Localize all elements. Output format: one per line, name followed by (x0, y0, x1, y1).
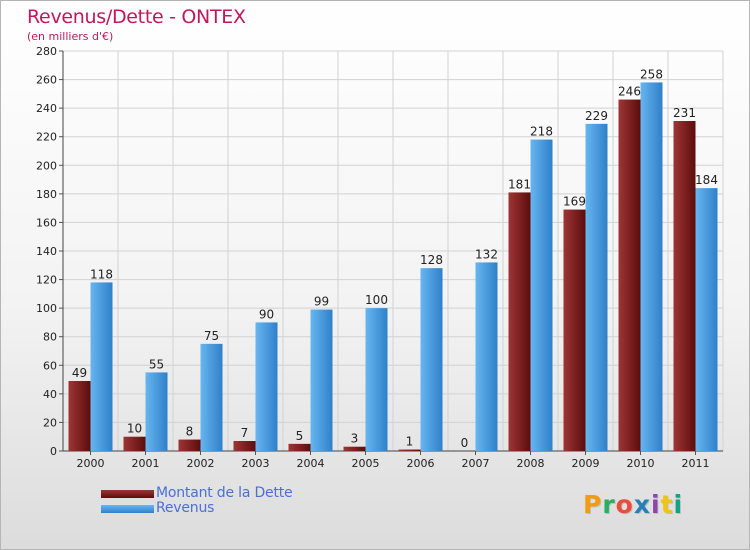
logo-letter: r (602, 490, 616, 519)
y-tick-label: 40 (43, 388, 57, 401)
bar-dette-2010 (618, 99, 641, 452)
data-label: 90 (259, 307, 274, 321)
y-tick-label: 100 (36, 302, 57, 315)
legend-label-revenus: Revenus (156, 500, 215, 516)
labels: 2000491182001105520028752003790200459920… (72, 67, 718, 470)
bar-revenus-2001 (145, 372, 168, 451)
logo-letter: x (633, 490, 651, 519)
legend-label-dette: Montant de la Dette (156, 485, 293, 501)
bar-revenus-2000 (90, 282, 113, 451)
logo-letter: P (583, 490, 603, 519)
data-label: 181 (508, 177, 531, 191)
y-tick-label: 280 (36, 45, 57, 58)
logo-letter: t (660, 490, 674, 519)
legend-swatch-revenus (101, 505, 154, 513)
data-label: 258 (640, 67, 663, 81)
logo-letter: i (651, 490, 661, 519)
x-tick-label: 2006 (407, 457, 435, 470)
y-tick-label: 0 (50, 445, 57, 458)
bar-revenus-2003 (255, 322, 278, 451)
data-label: 3 (351, 432, 359, 446)
bar-chart: 020406080100120140160180200220240260280 … (36, 45, 724, 470)
bar-revenus-2011 (695, 188, 718, 451)
x-tick-label: 2002 (187, 457, 215, 470)
data-label: 169 (563, 195, 586, 209)
data-label: 231 (673, 106, 696, 120)
grid-lines (62, 50, 724, 452)
legend-swatch-dette (101, 490, 154, 498)
y-tick-label: 160 (36, 216, 57, 229)
x-tick-label: 2004 (297, 457, 325, 470)
bars (68, 82, 718, 452)
data-label: 184 (695, 173, 718, 187)
bar-dette-2004 (288, 443, 311, 451)
data-label: 49 (72, 366, 87, 380)
y-tick-label: 20 (43, 416, 57, 429)
y-tick-label: 180 (36, 188, 57, 201)
chart-title: Revenus/Dette - ONTEX (27, 6, 246, 28)
x-tick-label: 2011 (682, 457, 710, 470)
bar-dette-2002 (178, 439, 201, 451)
bar-revenus-2004 (310, 309, 333, 451)
bar-dette-2000 (68, 381, 91, 451)
data-label: 5 (296, 429, 304, 443)
x-tick-label: 2007 (462, 457, 490, 470)
data-label: 1 (406, 435, 414, 449)
data-label: 99 (314, 295, 329, 309)
data-label: 218 (530, 125, 553, 139)
data-label: 0 (461, 436, 469, 450)
data-label: 229 (585, 109, 608, 123)
bar-revenus-2005 (365, 308, 388, 451)
x-tick-label: 2003 (242, 457, 270, 470)
data-label: 100 (365, 293, 388, 307)
data-label: 132 (475, 247, 498, 261)
logo-letter: o (615, 490, 634, 519)
y-tick-label: 140 (36, 245, 57, 258)
bar-revenus-2006 (420, 268, 443, 451)
bar-dette-2005 (343, 446, 366, 451)
bar-dette-2001 (123, 436, 146, 451)
bar-dette-2006 (398, 449, 421, 451)
data-label: 7 (241, 426, 249, 440)
data-label: 128 (420, 253, 443, 267)
data-label: 8 (186, 425, 194, 439)
chart-subtitle: (en milliers d'€) (27, 30, 114, 43)
data-label: 10 (127, 422, 142, 436)
bar-revenus-2008 (530, 139, 553, 452)
y-tick-label: 60 (43, 359, 57, 372)
y-tick-label: 200 (36, 159, 57, 172)
bar-revenus-2010 (640, 82, 663, 451)
y-tick-label: 240 (36, 102, 57, 115)
y-tick-label: 220 (36, 131, 57, 144)
bar-dette-2008 (508, 192, 531, 451)
data-label: 75 (204, 329, 219, 343)
bar-revenus-2002 (200, 343, 223, 451)
y-tick-label: 80 (43, 331, 57, 344)
x-tick-label: 2000 (77, 457, 105, 470)
data-label: 246 (618, 85, 641, 99)
bar-dette-2011 (673, 121, 696, 451)
data-label: 118 (90, 267, 113, 281)
x-tick-label: 2008 (517, 457, 545, 470)
x-tick-label: 2001 (132, 457, 160, 470)
bar-revenus-2009 (585, 123, 608, 451)
data-label: 55 (149, 357, 164, 371)
x-tick-label: 2009 (572, 457, 600, 470)
x-tick-label: 2005 (352, 457, 380, 470)
bar-dette-2009 (563, 209, 586, 451)
y-tick-label: 260 (36, 74, 57, 87)
bar-dette-2003 (233, 441, 256, 451)
logo-letter: i (673, 490, 684, 519)
proxiti-logo: Proxiti (583, 490, 683, 519)
bar-revenus-2007 (475, 262, 498, 451)
x-tick-label: 2010 (627, 457, 655, 470)
y-tick-label: 120 (36, 274, 57, 287)
